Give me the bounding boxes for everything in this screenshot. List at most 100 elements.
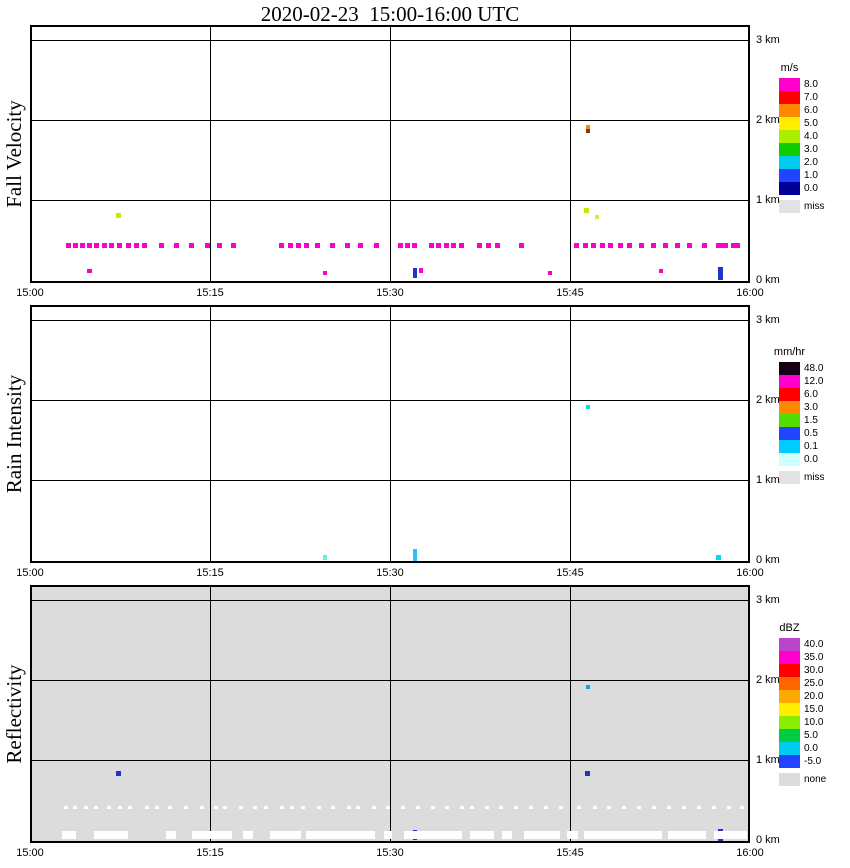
data-mark [418, 268, 423, 274]
data-mark [477, 242, 483, 248]
data-mark [470, 805, 475, 809]
page-title: 2020-02-23 15:00-16:00 UTC [260, 2, 520, 26]
legend-unit-label: m/s [780, 62, 799, 74]
data-mark [502, 831, 512, 840]
data-mark [499, 805, 504, 809]
legend-entry-label: 3.0 [804, 402, 818, 413]
x-tick-label: 15:15 [196, 287, 224, 299]
x-tick-label: 15:00 [16, 287, 44, 299]
data-mark [591, 242, 597, 248]
data-mark [87, 269, 93, 274]
data-mark [651, 805, 656, 809]
data-mark [231, 242, 237, 248]
legend-entry-label: 0.0 [804, 743, 818, 754]
data-mark [331, 805, 336, 809]
x-tick-label: 15:30 [376, 567, 404, 579]
data-mark [279, 805, 284, 809]
data-mark [727, 805, 732, 809]
legend-color-swatch [779, 104, 800, 117]
x-tick-label: 15:45 [556, 287, 584, 299]
legend-unit-label: dBZ [779, 622, 800, 634]
legend-extra-entry: none [779, 773, 826, 786]
data-mark [607, 805, 612, 809]
legend-entry: 48.0 [779, 362, 825, 375]
legend-entry: 3.0 [779, 143, 825, 156]
y-tick-label: 0 km [756, 834, 780, 846]
data-mark [253, 805, 258, 809]
data-mark [115, 212, 121, 218]
data-mark [697, 805, 702, 809]
legend-color-swatch [779, 414, 800, 427]
data-mark [412, 268, 417, 278]
legend-entry-label: 3.0 [804, 144, 818, 155]
legend-entry: 1.0 [779, 169, 825, 182]
data-mark [740, 805, 745, 809]
data-mark [470, 831, 494, 840]
legend-entry-label: none [804, 774, 827, 785]
data-mark [117, 805, 122, 809]
y-tick-label: 2 km [756, 674, 780, 686]
data-mark [106, 805, 111, 809]
legend-color-swatch [779, 375, 800, 388]
data-mark [166, 831, 176, 840]
legend-entry: 35.0 [779, 651, 826, 664]
y-tick-label: 2 km [756, 114, 780, 126]
data-mark [443, 242, 449, 248]
legend-entry: 6.0 [779, 104, 825, 117]
data-mark [701, 242, 707, 248]
data-mark [416, 805, 421, 809]
data-mark [65, 242, 71, 248]
data-mark [543, 805, 548, 809]
legend-entry: 4.0 [779, 130, 825, 143]
data-mark [404, 831, 462, 840]
data-mark [559, 805, 564, 809]
legend-color-swatch [779, 362, 800, 375]
legend-entry-label: 12.0 [804, 376, 824, 387]
legend-color-swatch [779, 755, 800, 768]
data-mark [216, 242, 222, 248]
data-mark [73, 805, 78, 809]
data-mark [142, 242, 148, 248]
x-tick-label: 15:30 [376, 847, 404, 859]
data-mark [484, 805, 489, 809]
legend-entry-label: miss [804, 201, 825, 212]
legend-entry-label: 0.0 [804, 183, 818, 194]
data-mark [450, 242, 456, 248]
gridline-15-15 [210, 307, 211, 561]
legend-entry-label: 5.0 [804, 730, 818, 741]
data-mark [577, 805, 582, 809]
data-mark [346, 805, 351, 809]
data-mark [200, 805, 205, 809]
legend-color-swatch [779, 471, 800, 484]
legend-color-swatch [779, 742, 800, 755]
data-mark [204, 242, 210, 248]
legend-color-swatch [779, 143, 800, 156]
x-tick-label: 16:00 [736, 287, 764, 299]
data-mark [658, 269, 663, 274]
y-tick-label: 0 km [756, 274, 780, 286]
data-mark [667, 805, 672, 809]
x-tick-label: 15:00 [16, 567, 44, 579]
plot-rain-intensity [30, 305, 750, 563]
gridline-15-30 [390, 587, 391, 841]
data-mark [582, 242, 588, 248]
y-tick-label: 3 km [756, 34, 780, 46]
legend-entry-label: 7.0 [804, 92, 818, 103]
gridline-15-30 [390, 27, 391, 281]
data-mark [383, 831, 392, 840]
data-mark [189, 242, 195, 248]
data-mark [459, 242, 465, 248]
legend-entry: 1.5 [779, 414, 825, 427]
data-mark [154, 805, 159, 809]
data-mark [115, 770, 121, 776]
legend-color-swatch [779, 638, 800, 651]
legend-entry-label: 5.0 [804, 118, 818, 129]
data-mark [322, 271, 327, 275]
x-tick-label: 15:15 [196, 847, 224, 859]
x-tick-label: 15:30 [376, 287, 404, 299]
data-mark [718, 267, 724, 281]
legend-color-swatch [779, 427, 800, 440]
legend-color-swatch [779, 156, 800, 169]
data-mark [730, 242, 740, 248]
